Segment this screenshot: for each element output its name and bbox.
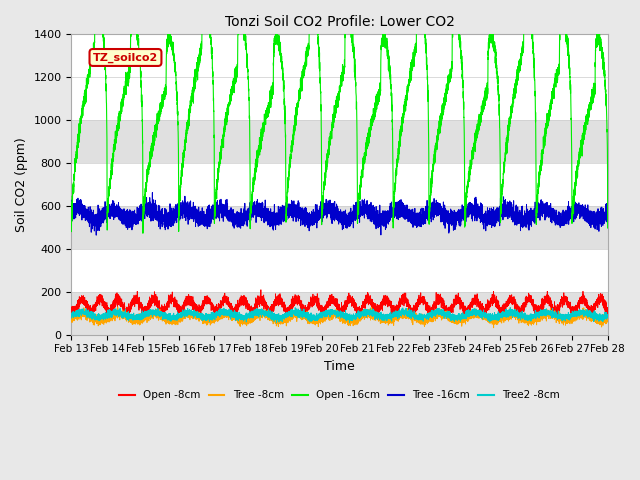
Text: TZ_soilco2: TZ_soilco2	[93, 52, 158, 62]
Legend: Open -8cm, Tree -8cm, Open -16cm, Tree -16cm, Tree2 -8cm: Open -8cm, Tree -8cm, Open -16cm, Tree -…	[115, 386, 564, 405]
Y-axis label: Soil CO2 (ppm): Soil CO2 (ppm)	[15, 137, 28, 232]
Bar	[72, 120, 607, 163]
Bar	[72, 292, 607, 335]
Bar	[72, 206, 607, 249]
Title: Tonzi Soil CO2 Profile: Lower CO2: Tonzi Soil CO2 Profile: Lower CO2	[225, 15, 454, 29]
X-axis label: Time: Time	[324, 360, 355, 373]
